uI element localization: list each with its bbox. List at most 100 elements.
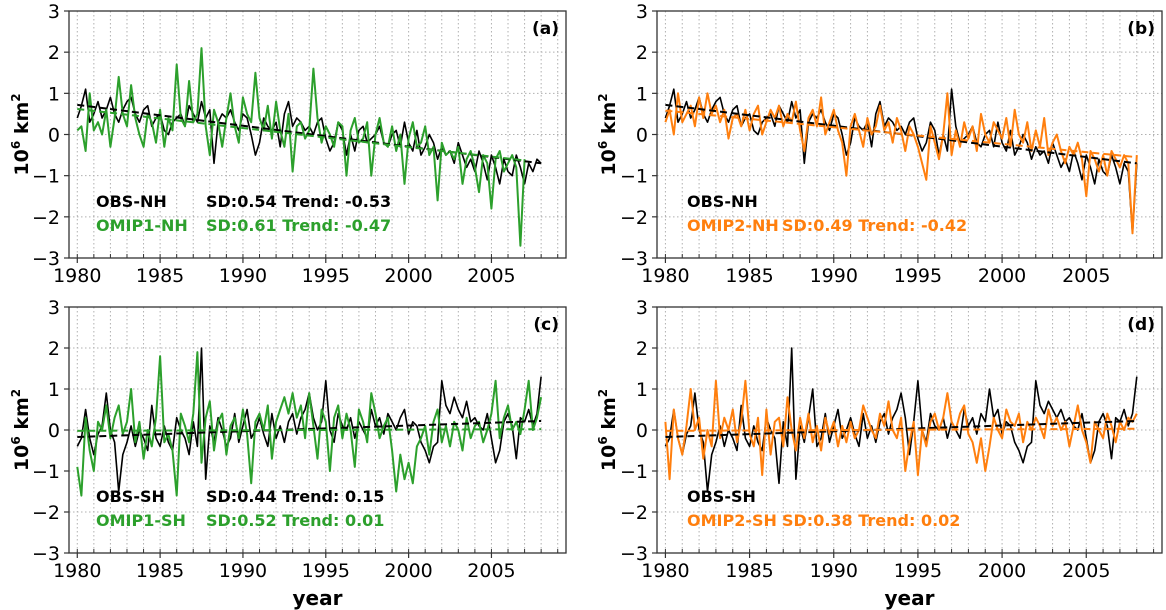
y-tick-label: 1: [636, 379, 648, 401]
y-tick-label: −3: [620, 543, 648, 565]
y-tick-label: −3: [32, 248, 60, 270]
annotation-name: OBS-NH: [96, 192, 167, 211]
y-tick-label: 0: [48, 420, 60, 442]
trend-line-omip1-nh: [77, 107, 525, 162]
x-axis-label: year: [885, 586, 935, 610]
x-tick-label: 1990: [810, 560, 858, 582]
y-tick-label: 2: [636, 42, 648, 64]
y-tick-label: 1: [636, 83, 648, 105]
y-label-exponent: 6: [596, 436, 610, 444]
y-label-unit: km: [598, 397, 620, 436]
y-label-unit-exponent: 2: [596, 389, 610, 397]
x-tick-label: 1980: [53, 560, 101, 582]
x-tick-label: 1990: [810, 265, 858, 287]
y-label-unit: km: [11, 397, 33, 436]
y-tick-label: −1: [620, 461, 648, 483]
y-tick-label: 1: [48, 379, 60, 401]
panel-label: (d): [1127, 315, 1155, 335]
panel-label: (c): [533, 315, 559, 335]
annotation-stats: SD:0.61 Trend: -0.47: [206, 216, 391, 235]
annotation-name: OBS-SH: [96, 487, 165, 506]
series-line-omip1-sh: [76, 351, 543, 497]
panel-a: −3 −2 −1 0 1 2 3 1980 1985 1990 1995 2000 2005 106 km…: [9, 1, 567, 287]
annotation-stats: SD:0.54 Trend: -0.53: [206, 192, 391, 211]
x-tick-label: 1990: [219, 560, 267, 582]
y-tick-label: −2: [32, 207, 60, 229]
annotation-stats: SD:0.38 Trend: 0.02: [782, 511, 960, 530]
x-tick-label: 1985: [725, 560, 773, 582]
y-tick-label: −2: [620, 207, 648, 229]
series-line-omip2-sh: [664, 379, 1138, 481]
y-tick-label: 3: [48, 297, 60, 319]
x-tick-label: 1995: [894, 560, 942, 582]
y-label-unit: km: [11, 102, 33, 141]
annotation-stats: SD:0.52 Trend: 0.01: [206, 511, 384, 530]
annotation-name: OMIP2-SH: [687, 511, 777, 530]
y-label-exponent: 6: [9, 436, 23, 444]
x-tick-label: 1995: [894, 265, 942, 287]
y-axis-label: 106 km2: [9, 93, 33, 175]
y-label-base: 10: [598, 149, 620, 175]
y-label-base: 10: [11, 445, 33, 471]
y-label-base: 10: [11, 149, 33, 175]
y-tick-label: 2: [48, 338, 60, 360]
y-tick-label: −3: [620, 248, 648, 270]
y-tick-label: −2: [32, 502, 60, 524]
x-tick-label: 1985: [725, 265, 773, 287]
y-tick-label: 3: [636, 297, 648, 319]
annotation-stats: SD:0.44 Trend: 0.15: [206, 487, 384, 506]
y-tick-label: −1: [32, 166, 60, 188]
y-tick-label: 0: [48, 125, 60, 147]
annotation-name: OMIP1-NH: [96, 216, 188, 235]
trend-line-omip2-nh: [665, 109, 1137, 159]
y-label-base: 10: [598, 445, 620, 471]
panel-b: −3 −2 −1 0 1 2 3 1980 1985 1990 1995 2000 2005 106 km…: [596, 1, 1163, 287]
y-tick-label: −1: [32, 461, 60, 483]
x-tick-label: 1980: [641, 265, 689, 287]
panel-c: −3 −2 −1 0 1 2 3 1980 1985 1990 1995 2000 2005 106 km…: [9, 297, 567, 610]
x-tick-label: 1980: [53, 265, 101, 287]
y-tick-label: −2: [620, 502, 648, 524]
x-tick-label: 2000: [978, 560, 1026, 582]
y-tick-label: 2: [636, 338, 648, 360]
x-tick-label: 2005: [1062, 560, 1110, 582]
x-tick-label: 2005: [1062, 265, 1110, 287]
trend-line-obs-sh: [77, 419, 542, 438]
y-tick-label: 3: [636, 1, 648, 23]
y-tick-label: −1: [620, 166, 648, 188]
x-tick-label: 2005: [467, 560, 515, 582]
x-tick-label: 1995: [302, 265, 350, 287]
y-tick-label: 1: [48, 83, 60, 105]
x-tick-label: 2000: [384, 560, 432, 582]
x-tick-label: 1985: [136, 560, 184, 582]
y-label-unit-exponent: 2: [9, 93, 23, 101]
trend-line-omip1-sh: [77, 428, 542, 432]
y-tick-label: 3: [48, 1, 60, 23]
x-tick-label: 1990: [219, 265, 267, 287]
panel-d: −3 −2 −1 0 1 2 3 1980 1985 1990 1995 2000 2005 106 km…: [596, 297, 1163, 610]
y-label-exponent: 6: [596, 141, 610, 149]
annotation-stats: SD:0.49 Trend: -0.42: [782, 216, 967, 235]
x-axis-label: year: [293, 586, 343, 610]
panel-label: (b): [1127, 19, 1155, 39]
annotation-name: OBS-SH: [687, 487, 756, 506]
y-axis-label: 106 km2: [596, 93, 620, 175]
panel-label: (a): [532, 19, 559, 39]
y-tick-label: −3: [32, 543, 60, 565]
x-tick-label: 2000: [384, 265, 432, 287]
x-tick-label: 1980: [641, 560, 689, 582]
y-tick-label: 2: [48, 42, 60, 64]
series-line-obs-sh: [664, 347, 1138, 493]
y-label-unit-exponent: 2: [596, 93, 610, 101]
y-tick-label: 0: [636, 420, 648, 442]
annotation-name: OBS-NH: [687, 192, 758, 211]
y-label-exponent: 6: [9, 141, 23, 149]
y-label-unit-exponent: 2: [9, 389, 23, 397]
trend-line-omip2-sh: [665, 427, 1137, 432]
x-tick-label: 1985: [136, 265, 184, 287]
x-tick-label: 2000: [978, 265, 1026, 287]
annotation-name: OMIP1-SH: [96, 511, 186, 530]
annotation-name: OMIP2-NH: [687, 216, 779, 235]
y-label-unit: km: [598, 102, 620, 141]
y-tick-label: 0: [636, 125, 648, 147]
